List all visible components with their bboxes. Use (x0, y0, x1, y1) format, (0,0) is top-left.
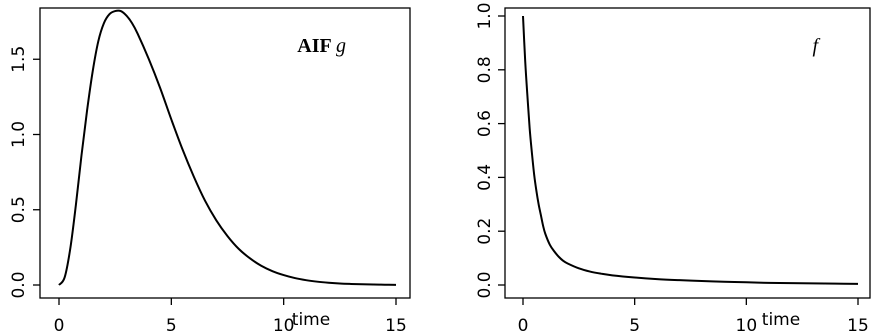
y-tick-label: 0.6 (475, 110, 495, 137)
x-tick-label: 0 (54, 316, 65, 334)
x-axis-label: time (292, 310, 330, 330)
y-tick-label: 0.8 (475, 56, 495, 83)
y-tick-label: 1.5 (9, 46, 29, 73)
panel-annotation: AIF g (297, 35, 346, 57)
x-tick-label: 0 (518, 316, 529, 334)
left-panel-aif-g: 0 5 10 15 0.0 0.5 1.0 1.5 time AIF g (9, 7, 411, 334)
x-tick-label: 5 (166, 316, 177, 334)
x-tick-label: 10 (273, 316, 295, 334)
y-tick-label: 0.4 (475, 164, 495, 191)
right-panel-f: 0 5 10 15 0.0 0.2 0.4 0.6 0.8 1.0 time f (475, 2, 871, 334)
x-tick-label: 5 (629, 316, 640, 334)
annotation-bold-part: AIF (297, 35, 336, 57)
plot-frame (39, 7, 411, 299)
panel-annotation: f (812, 35, 820, 57)
x-axis-label: time (762, 310, 800, 330)
plot-frame (504, 7, 871, 299)
y-tick-label: 0.5 (9, 196, 29, 223)
y-tick-label: 0.0 (9, 271, 29, 298)
y-tick-label: 1.0 (475, 2, 495, 29)
y-tick-label: 1.0 (9, 121, 29, 148)
y-tick-label: 0.2 (475, 218, 495, 245)
series-line (522, 15, 859, 285)
y-tick-label: 0.0 (475, 271, 495, 298)
annotation-italic-part: f (812, 35, 820, 57)
annotation-italic-part: g (336, 35, 346, 57)
series-line (58, 9, 397, 286)
x-tick-label: 15 (847, 316, 869, 334)
x-tick-label: 15 (385, 316, 407, 334)
x-tick-label: 10 (736, 316, 758, 334)
